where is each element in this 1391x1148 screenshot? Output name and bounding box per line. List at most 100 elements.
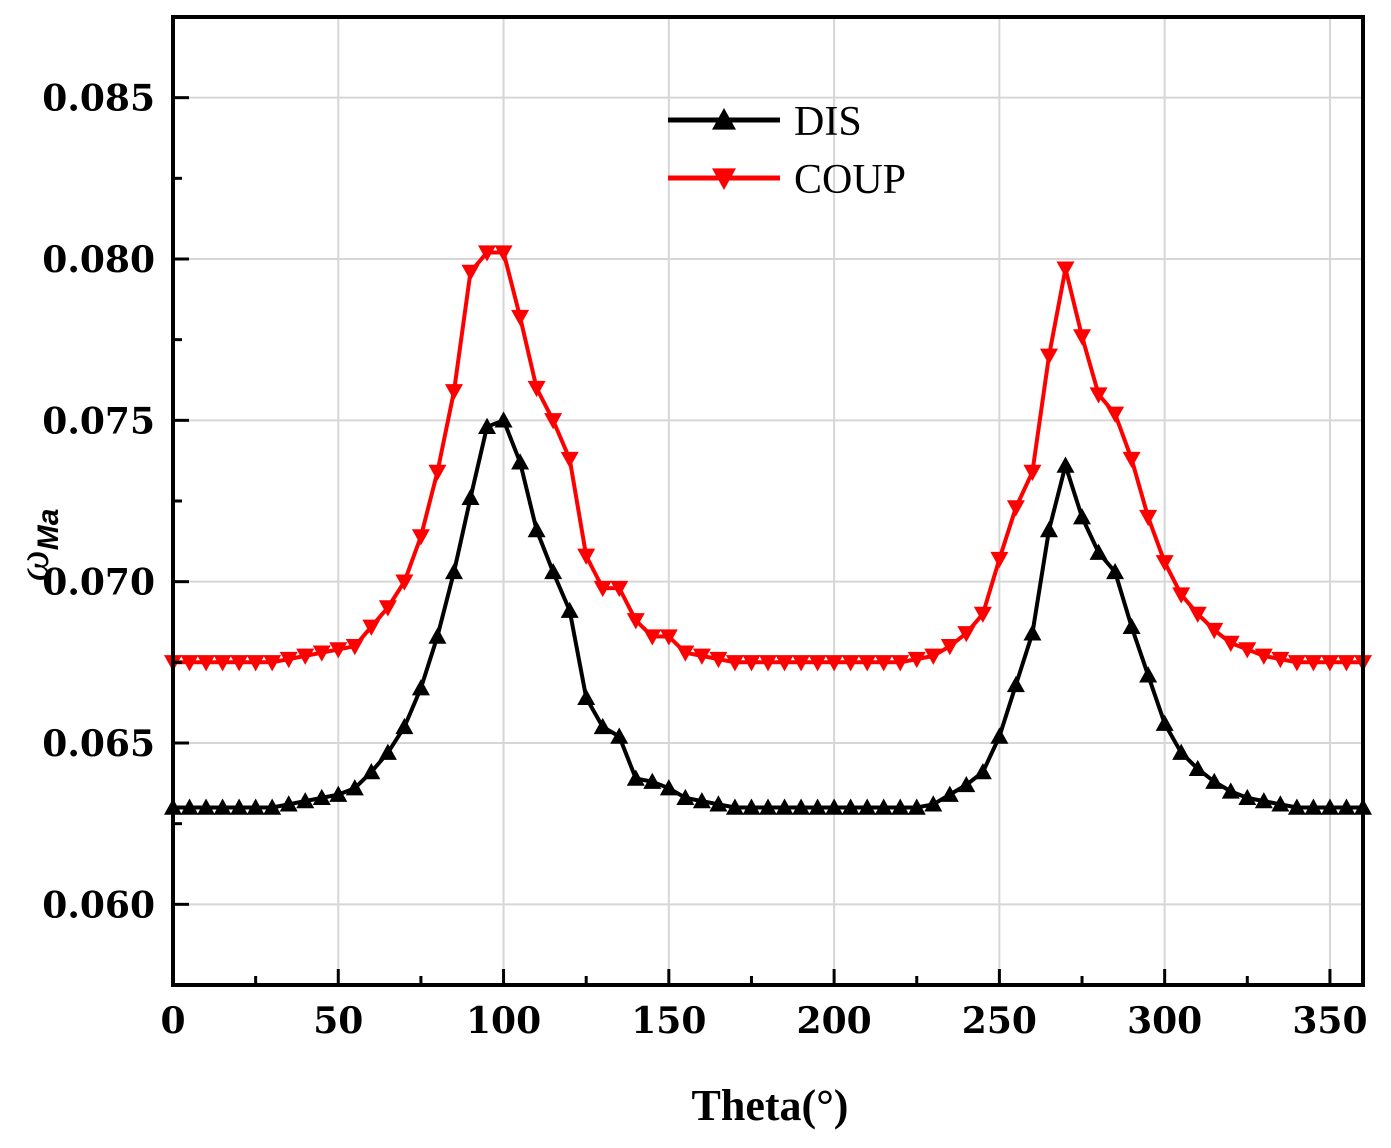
data-point [907,798,926,815]
data-point [626,769,645,786]
data-point [527,521,546,538]
data-point [213,655,232,672]
data-point [494,411,513,428]
data-point [1106,406,1125,423]
data-point [345,639,364,656]
data-point [1155,555,1174,572]
legend-label: COUP [794,157,906,203]
data-point [180,655,199,672]
series-coup [164,245,1372,672]
x-tick-label: 150 [631,1000,706,1042]
data-point [411,529,430,546]
data-point [841,655,860,672]
legend-marker [712,108,736,130]
data-point [676,645,695,662]
data-point [1320,655,1339,672]
data-point [1155,714,1174,731]
data-point [973,606,992,623]
y-tick-label: 0.075 [42,400,155,442]
data-point [1254,792,1273,809]
data-point [610,580,629,598]
data-point [1139,666,1158,683]
data-point [924,648,943,665]
data-point [1205,772,1224,789]
data-point [1039,521,1058,538]
x-tick-label: 100 [466,1000,541,1042]
legend: DIS COUP [668,99,906,203]
y-tick-label: 0.065 [42,723,155,765]
data-point [709,795,728,812]
data-point [792,798,811,815]
data-point [362,763,381,780]
series-dis [164,411,1372,815]
data-point [411,679,430,696]
data-point [1304,798,1323,815]
data-point [197,798,216,815]
x-tick-label: 50 [313,1000,363,1042]
y-tick-label: 0.080 [42,239,155,281]
data-point [560,601,579,618]
data-point [692,648,711,665]
data-point [1172,743,1191,760]
data-point [775,655,794,672]
data-point [1304,655,1323,672]
data-point [1238,642,1257,659]
data-point [1320,798,1339,815]
data-point [263,655,282,672]
data-point [279,795,298,812]
data-point [891,655,910,672]
data-point [296,648,315,665]
data-point [808,798,827,815]
data-point [395,574,414,591]
data-point [990,551,1009,569]
series-line [173,418,1363,810]
x-tick-label: 350 [1292,1000,1367,1042]
data-point [742,798,761,815]
data-point [759,798,777,815]
data-point [511,453,530,470]
data-point [1073,508,1092,525]
data-point [362,619,381,636]
data-point [1188,606,1207,623]
data-point [1238,788,1257,806]
data-point [230,655,249,672]
data-point [461,488,480,505]
data-point [891,798,910,815]
data-point [560,451,579,469]
data-point [1006,500,1025,517]
data-point [1089,387,1108,404]
data-point [659,779,678,796]
data-point [1106,562,1125,580]
data-point [544,413,563,430]
data-point [478,245,497,262]
data-point [246,655,265,672]
data-point [1188,759,1207,777]
data-point [874,655,893,672]
data-point [759,655,777,672]
data-point [478,417,497,434]
data-point [428,627,447,644]
y-tick-label: 0.070 [42,562,155,604]
data-point [329,785,348,802]
data-point [230,798,249,815]
data-point [1271,795,1290,812]
data-point [213,798,232,815]
data-point [428,464,447,481]
data-point [329,642,348,659]
data-point [544,562,563,580]
data-point [593,580,612,598]
data-point [345,779,364,796]
data-point [907,651,926,669]
data-point [808,655,827,672]
data-point [610,727,629,744]
data-point [1337,798,1356,815]
data-point [973,763,992,780]
data-point [1056,456,1075,473]
data-point [924,795,943,812]
data-point [494,245,513,262]
data-point [279,651,298,669]
data-point [676,788,695,806]
data-point [395,717,414,735]
data-point [725,655,744,672]
legend-label: DIS [794,99,862,145]
